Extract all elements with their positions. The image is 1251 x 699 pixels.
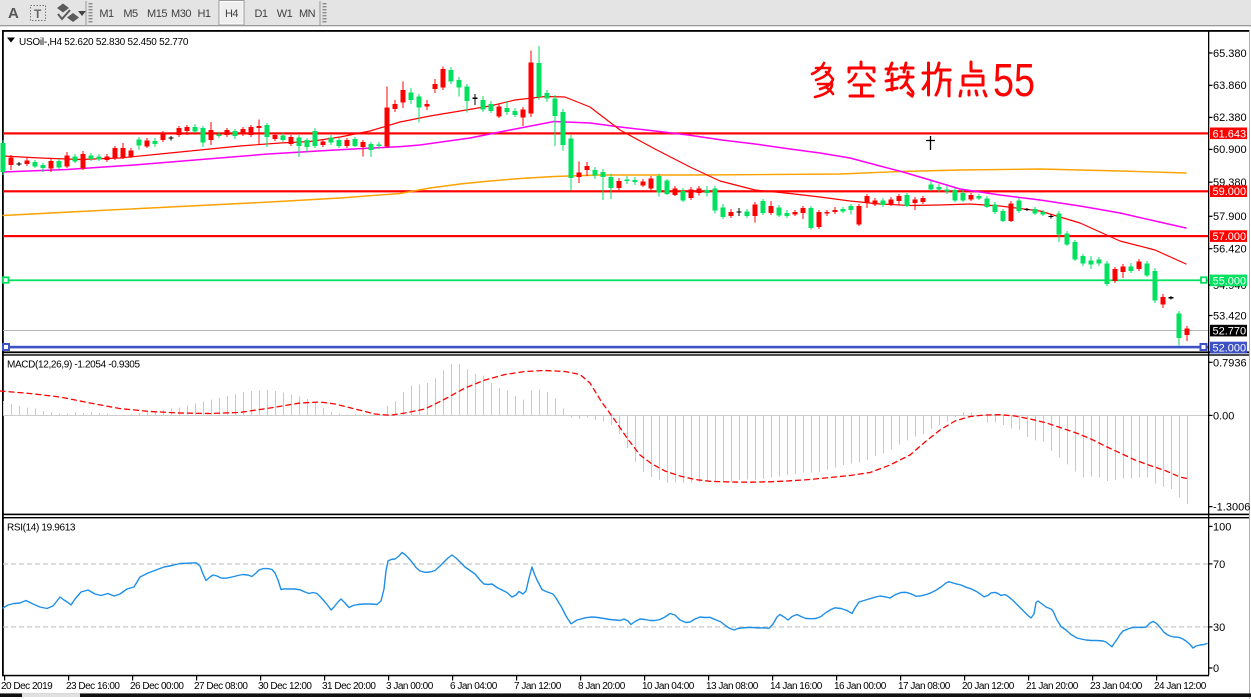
svg-text:65.380: 65.380 (1213, 48, 1247, 60)
svg-text:27 Dec 08:00: 27 Dec 08:00 (194, 681, 248, 692)
svg-text:20 Jan 12:00: 20 Jan 12:00 (962, 681, 1015, 692)
svg-text:24 Jan 12:00: 24 Jan 12:00 (1154, 681, 1207, 692)
svg-text:3 Jan 00:00: 3 Jan 00:00 (386, 681, 434, 692)
svg-text:31 Dec 20:00: 31 Dec 20:00 (322, 681, 376, 692)
svg-text:M15: M15 (147, 8, 167, 20)
svg-text:13 Jan 08:00: 13 Jan 08:00 (706, 681, 759, 692)
svg-text:6 Jan 04:00: 6 Jan 04:00 (450, 681, 498, 692)
svg-text:70: 70 (1213, 559, 1225, 571)
svg-text:-1.3006: -1.3006 (1213, 502, 1250, 514)
svg-text:60.900: 60.900 (1213, 144, 1247, 156)
svg-text:55: 55 (993, 54, 1035, 106)
svg-text:56.420: 56.420 (1213, 244, 1247, 256)
svg-text:21 Jan 20:00: 21 Jan 20:00 (1026, 681, 1079, 692)
svg-text:52.000: 52.000 (1213, 343, 1247, 355)
svg-text:RSI(14) 19.9613: RSI(14) 19.9613 (7, 523, 76, 534)
svg-text:7 Jan 12:00: 7 Jan 12:00 (514, 681, 562, 692)
svg-text:8 Jan 20:00: 8 Jan 20:00 (578, 681, 626, 692)
svg-text:H1: H1 (197, 8, 210, 20)
svg-text:10 Jan 04:00: 10 Jan 04:00 (642, 681, 695, 692)
svg-text:30 Dec 12:00: 30 Dec 12:00 (258, 681, 312, 692)
svg-text:62.380: 62.380 (1213, 112, 1247, 124)
svg-text:63.860: 63.860 (1213, 80, 1247, 92)
svg-text:MACD(12,26,9) -1.2054 -0.9305: MACD(12,26,9) -1.2054 -0.9305 (7, 360, 140, 371)
svg-text:57.000: 57.000 (1213, 231, 1247, 243)
svg-text:20 Dec 2019: 20 Dec 2019 (1, 681, 53, 692)
svg-text:M5: M5 (123, 8, 138, 20)
svg-text:0.00: 0.00 (1213, 410, 1234, 422)
svg-text:100: 100 (1213, 521, 1231, 533)
svg-text:55.000: 55.000 (1213, 275, 1247, 287)
svg-text:30: 30 (1213, 622, 1225, 634)
svg-text:57.900: 57.900 (1213, 211, 1247, 223)
svg-text:14 Jan 16:00: 14 Jan 16:00 (770, 681, 823, 692)
svg-text:16 Jan 00:00: 16 Jan 00:00 (834, 681, 887, 692)
svg-text:T: T (34, 7, 42, 21)
svg-text:61.643: 61.643 (1213, 128, 1247, 140)
svg-text:M1: M1 (99, 8, 114, 20)
svg-text:17 Jan 08:00: 17 Jan 08:00 (898, 681, 951, 692)
svg-text:53.420: 53.420 (1213, 310, 1247, 322)
svg-text:M30: M30 (171, 8, 191, 20)
svg-text:USOil-,H4 52.620 52.830 52.45: USOil-,H4 52.620 52.830 52.450 52.770 (19, 37, 189, 48)
svg-text:59.000: 59.000 (1213, 186, 1247, 198)
svg-text:23 Jan 04:00: 23 Jan 04:00 (1090, 681, 1143, 692)
svg-text:52.770: 52.770 (1213, 326, 1247, 338)
svg-text:H4: H4 (225, 8, 238, 20)
svg-text:A: A (8, 5, 19, 22)
svg-text:MN: MN (299, 8, 316, 20)
svg-text:D1: D1 (254, 8, 267, 20)
svg-text:26 Dec 00:00: 26 Dec 00:00 (130, 681, 184, 692)
svg-text:0.7936: 0.7936 (1213, 357, 1247, 369)
svg-text:23 Dec 16:00: 23 Dec 16:00 (66, 681, 120, 692)
svg-text:W1: W1 (277, 8, 293, 20)
svg-text:0: 0 (1213, 663, 1219, 675)
